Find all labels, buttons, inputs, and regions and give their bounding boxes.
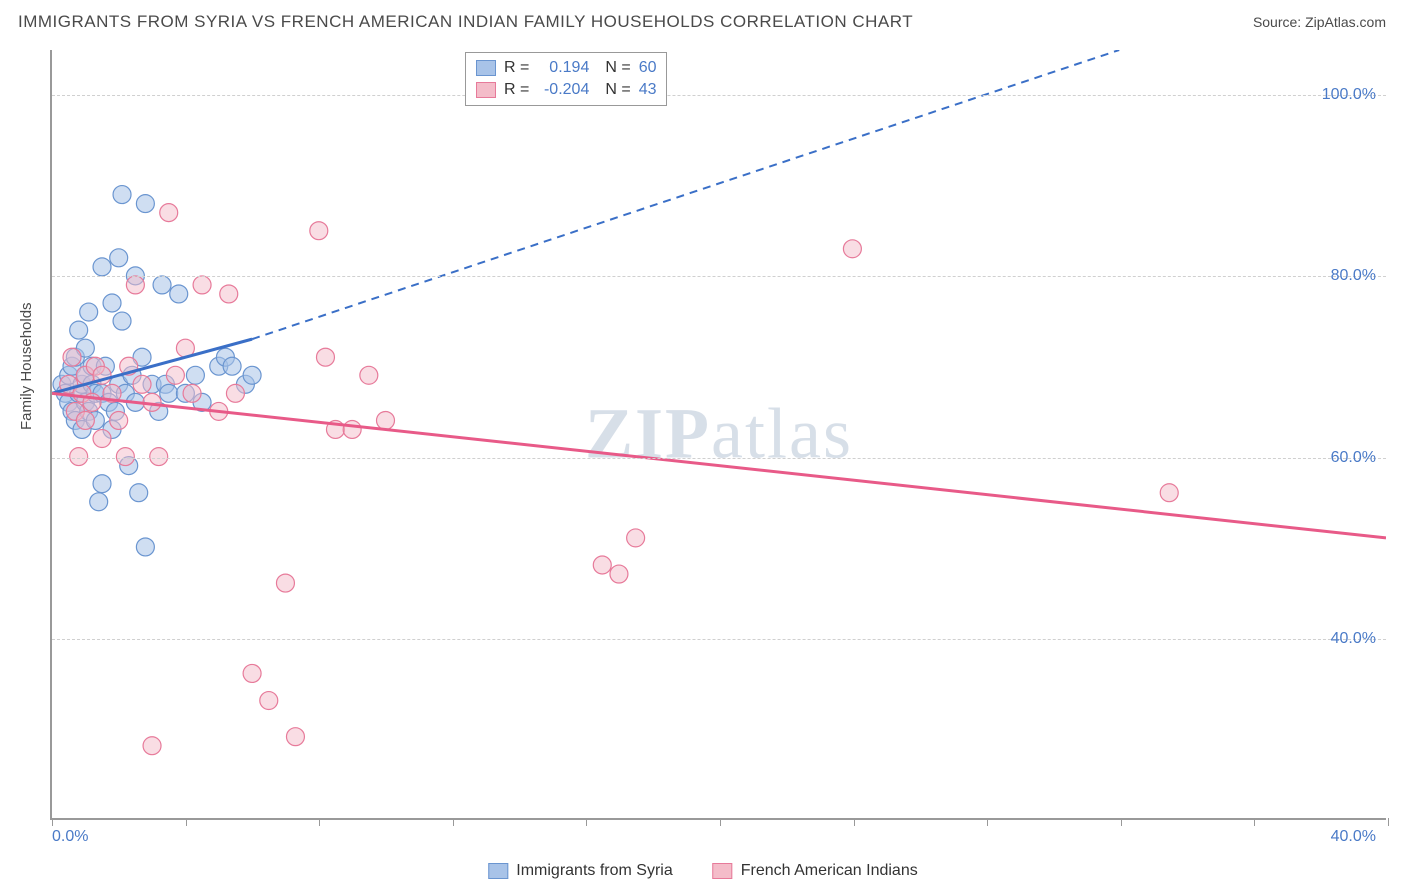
- series-legend: Immigrants from Syria French American In…: [488, 862, 917, 880]
- y-tick-label: 60.0%: [1331, 449, 1376, 467]
- n-value-1: 60: [639, 59, 657, 77]
- swatch-series-1-icon: [488, 863, 508, 879]
- legend-label-2: French American Indians: [741, 862, 918, 880]
- legend-item-2: French American Indians: [713, 862, 918, 880]
- r-value-1: 0.194: [537, 59, 589, 77]
- y-tick-label: 80.0%: [1331, 267, 1376, 285]
- watermark: ZIPatlas: [585, 393, 853, 476]
- swatch-series-2: [476, 82, 496, 98]
- x-axis-min-label: 0.0%: [52, 828, 88, 846]
- n-value-2: 43: [639, 81, 657, 99]
- chart-svg: [52, 50, 1386, 818]
- x-axis-max-label: 40.0%: [1331, 828, 1376, 846]
- n-label: N =: [605, 59, 630, 77]
- y-axis-title: Family Households: [18, 302, 35, 430]
- legend-row-series-1: R = 0.194 N = 60: [476, 57, 656, 79]
- legend-label-1: Immigrants from Syria: [516, 862, 672, 880]
- swatch-series-1: [476, 60, 496, 76]
- r-value-2: -0.204: [537, 81, 589, 99]
- r-label: R =: [504, 81, 529, 99]
- source-attribution: Source: ZipAtlas.com: [1253, 14, 1386, 30]
- plot-area: ZIPatlas 40.0%60.0%80.0%100.0%0.0%40.0%: [50, 50, 1386, 820]
- chart-title: IMMIGRANTS FROM SYRIA VS FRENCH AMERICAN…: [18, 12, 913, 32]
- legend-item-1: Immigrants from Syria: [488, 862, 672, 880]
- legend-row-series-2: R = -0.204 N = 43: [476, 79, 656, 101]
- n-label: N =: [605, 81, 630, 99]
- r-label: R =: [504, 59, 529, 77]
- correlation-legend: R = 0.194 N = 60 R = -0.204 N = 43: [465, 52, 667, 106]
- y-tick-label: 40.0%: [1331, 630, 1376, 648]
- swatch-series-2-icon: [713, 863, 733, 879]
- y-tick-label: 100.0%: [1322, 86, 1376, 104]
